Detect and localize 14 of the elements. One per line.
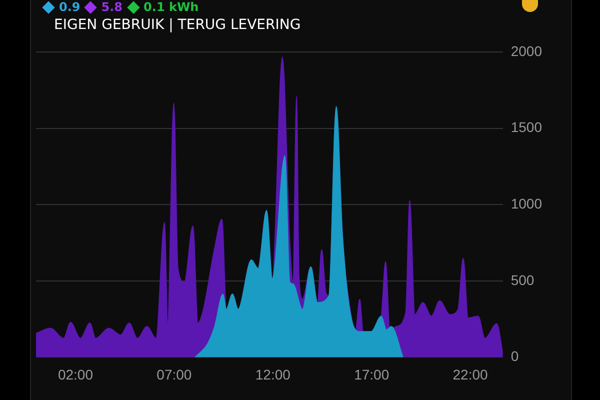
y-tick-label: 0 xyxy=(510,348,519,364)
x-tick-label: 12:00 xyxy=(255,366,291,382)
x-tick-label: 02:00 xyxy=(58,366,94,382)
y-tick-label: 2000 xyxy=(510,42,542,59)
y-tick-label: 1500 xyxy=(510,119,542,136)
text: 5.8 xyxy=(101,0,123,14)
y-tick-label: 500 xyxy=(510,272,534,288)
y-tick-label: 1000 xyxy=(510,195,542,212)
x-tick-label: 07:00 xyxy=(156,366,192,382)
x-tick-label: 22:00 xyxy=(452,366,488,382)
text: EIGEN GEBRUIK | TERUG LEVERING xyxy=(54,17,301,33)
text: 0.1 kWh xyxy=(144,0,199,14)
text: 0.9 xyxy=(59,0,80,14)
x-tick-label: 17:00 xyxy=(354,366,390,382)
